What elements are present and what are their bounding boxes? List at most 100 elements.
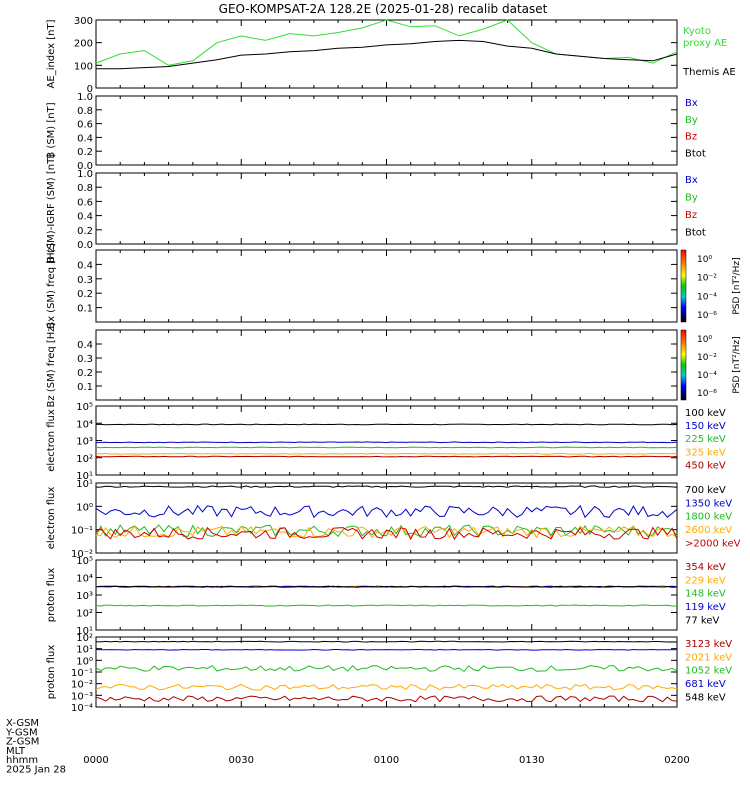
panel-spec_bz: 0.1 0.2 0.3 0.4 Bz (SM) freq [Hz] 10⁰ 10⁻² 10⁻⁴…: [46, 322, 742, 407]
legend-entry: 148 keV: [685, 589, 726, 600]
legend-entry: Bz: [685, 210, 697, 221]
legend-entry: 2021 keV: [685, 652, 732, 663]
y-tick-label: 0.2: [77, 368, 93, 379]
panel-frame: [95, 329, 678, 401]
colorbar-tick-label: 10⁰: [697, 255, 712, 265]
panel-elec2: 10¹ 10⁰ 10⁻¹ 10⁻² electron flux 700 keV 1350 k…: [46, 479, 741, 560]
y-tick-label: 0.3: [77, 354, 93, 365]
colorbar-tick-label: 10⁻⁶: [697, 311, 717, 321]
y-tick-label: 10⁻²: [71, 549, 93, 560]
y-tick-label: 0.6: [77, 120, 93, 131]
panel-frame: [95, 172, 678, 245]
panel-frame: [95, 249, 678, 323]
y-axis-label: proton flux: [46, 568, 57, 623]
panel-frame: [95, 405, 678, 476]
y-tick-label: 0.8: [77, 106, 93, 117]
y-tick-label: 10¹: [76, 645, 93, 656]
y-tick-label: 10²: [76, 454, 93, 465]
y-tick-label: 0.6: [77, 197, 93, 208]
y-tick-label: 0.1: [77, 304, 93, 315]
y-tick-label: 10²: [76, 609, 93, 620]
legend-entry: 354 keV: [685, 562, 726, 573]
colorbar-tick-label: 10⁻²: [697, 353, 717, 363]
panel-b_igrf: 0.0 0.2 0.4 0.6 0.8 1.0 B (SM)-IGRF (SM) [nT] B…: [46, 154, 706, 263]
y-tick-label: 10¹: [76, 479, 93, 490]
series-line: [95, 19, 678, 66]
series-line: [95, 446, 678, 449]
x-tick-label: 0100: [374, 755, 399, 766]
legend-entry: 1350 keV: [685, 498, 732, 509]
legend-entry: 225 keV: [685, 434, 726, 445]
panel-elec1: 10⁵ 10⁴ 10³ 10² 10¹ electron flux 100 keV 150 k…: [46, 402, 726, 482]
y-tick-label: 10⁻³: [71, 691, 93, 702]
y-axis-label: Bx (SM) freq [Hz]: [46, 243, 57, 329]
legend-entry: Bx: [685, 175, 698, 186]
legend-entry: Themis AE: [682, 67, 736, 78]
y-tick-label: 0.0: [77, 240, 93, 251]
y-tick-label: 10⁻²: [71, 680, 93, 691]
y-tick-label: 1.0: [77, 169, 93, 180]
y-tick-label: 0.8: [77, 183, 93, 194]
series-line: [95, 526, 678, 541]
x-row-label: Z-GSM: [6, 737, 39, 748]
y-tick-label: 10⁰: [76, 502, 93, 513]
legend-entry: 100 keV: [685, 408, 726, 419]
y-tick-label: 10⁻⁴: [71, 703, 93, 714]
x-row-label: Y-GSM: [5, 727, 38, 738]
x-tick-label: 0200: [664, 755, 689, 766]
y-tick-label: 10¹: [76, 471, 93, 482]
series-line: [95, 648, 678, 651]
legend-entry: 3123 keV: [685, 639, 732, 650]
legend-entry: proxy AE: [683, 38, 727, 49]
x-tick-label: 0130: [519, 755, 544, 766]
x-tick-label: 0000: [83, 755, 108, 766]
legend-entry: 325 keV: [685, 447, 726, 458]
y-tick-label: 0.2: [77, 226, 93, 237]
x-row-label: 2025 Jan 28: [6, 765, 66, 776]
series-line: [95, 585, 678, 588]
legend-entry: Bz: [685, 132, 697, 143]
panel-prot1: 10⁵ 10⁴ 10³ 10² 10¹ proton flux 354 keV 229 keV…: [46, 556, 726, 637]
series-line: [96, 39, 678, 70]
y-axis-label: proton flux: [46, 645, 57, 700]
legend-entry: 1052 keV: [685, 666, 732, 677]
legend-entry: 1800 keV: [685, 512, 732, 523]
legend-entry: 229 keV: [685, 575, 726, 586]
legend-entry: 450 keV: [685, 460, 726, 471]
legend-entry: 681 keV: [685, 679, 726, 690]
panel-frame: [95, 482, 678, 554]
panel-b_sm: 0.0 0.2 0.4 0.6 0.8 1.0 B (SM) [nT] Bx By Bz Btot: [46, 92, 706, 172]
y-tick-label: 10⁻¹: [71, 526, 93, 537]
series-line: [95, 640, 678, 643]
legend-entry: 77 keV: [685, 615, 719, 626]
colorbar: [680, 329, 687, 401]
legend-entry: 548 keV: [685, 692, 726, 703]
y-tick-label: 100: [74, 61, 93, 72]
y-tick-label: 10⁵: [76, 556, 93, 567]
y-tick-label: 0.1: [77, 382, 93, 393]
series-line: [95, 695, 678, 703]
legend-entry: Btot: [685, 149, 706, 160]
y-tick-label: 0.4: [77, 260, 93, 271]
y-tick-label: 0.2: [77, 289, 93, 300]
figure-title: GEO-KOMPSAT-2A 128.2E (2025-01-28) recal…: [219, 2, 548, 16]
y-axis-label: electron flux: [46, 487, 57, 550]
colorbar-label: PSD [nT²/Hz]: [732, 336, 742, 393]
series-line: [95, 665, 678, 673]
y-axis-label: electron flux: [46, 409, 57, 472]
panel-spec_bx: 0.1 0.2 0.3 0.4 Bx (SM) freq [Hz] 10⁰ 10⁻² 10⁻⁴…: [46, 243, 742, 329]
x-row-label: MLT: [6, 746, 26, 757]
y-tick-label: 0.4: [77, 340, 93, 351]
y-tick-label: 10¹: [76, 626, 93, 637]
y-tick-label: 1.0: [77, 92, 93, 103]
series-line: [95, 455, 678, 458]
colorbar-tick-label: 10⁻²: [697, 274, 717, 284]
series-line: [95, 441, 678, 444]
legend-entry: Btot: [685, 227, 706, 238]
series-line: [96, 452, 678, 455]
series-line: [95, 524, 678, 538]
y-tick-label: 10³: [76, 437, 93, 448]
